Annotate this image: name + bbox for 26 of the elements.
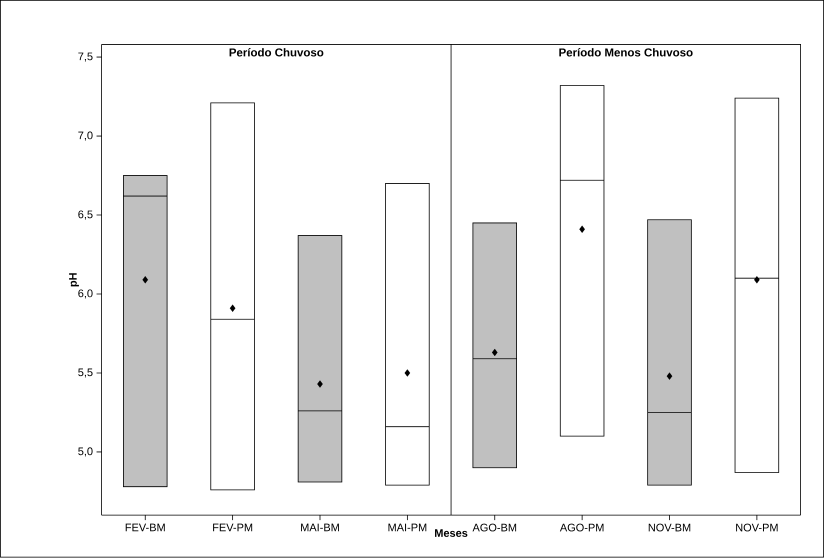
x-tick-label: AGO-BM [472,524,516,532]
x-axis-title: Meses [435,529,468,538]
point [404,369,410,377]
x-tick-label: FEV-BM [126,524,165,532]
x-tick-label: FEV-PM [213,524,252,532]
annotation: Período Chuvoso [230,48,324,57]
point [492,348,498,356]
x-tick-label: MAI-BM [301,524,339,532]
point [230,304,236,312]
point [666,372,672,380]
y-axis-title: pH [69,273,79,287]
y-tick-label: 6,0 [78,290,93,299]
y-tick-label: 7,5 [78,52,93,62]
point [317,380,323,388]
x-tick-label: NOV-BM [648,524,690,532]
x-tick-label: AGO-PM [560,524,604,532]
point [142,276,148,284]
x-tick-label: NOV-PM [736,524,778,532]
point [579,226,585,234]
y-tick-label: 5,5 [78,368,93,378]
y-tick-label: 7,0 [78,132,93,141]
y-tick-label: 5,0 [78,448,93,457]
x-tick-label: MAI-PM [388,524,426,532]
annotation: Período Menos Chuvoso [559,48,693,57]
y-tick-label: 6,5 [78,210,93,220]
point [754,276,760,284]
